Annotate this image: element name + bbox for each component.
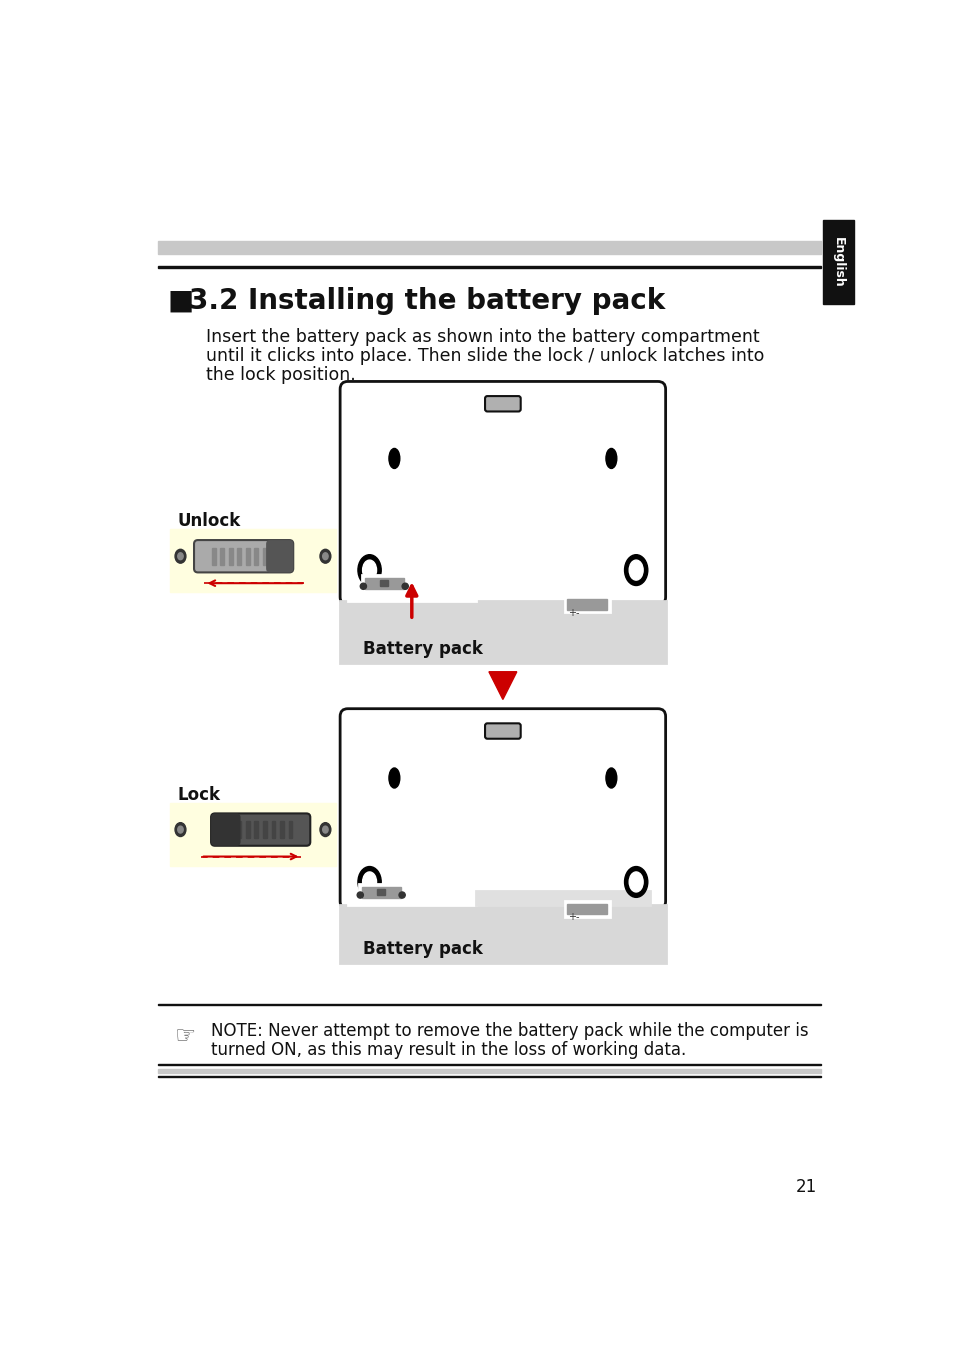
Ellipse shape [624,555,647,586]
Circle shape [402,583,408,590]
Ellipse shape [389,768,399,788]
Bar [229,548,233,564]
Bar [380,580,388,586]
FancyBboxPatch shape [211,814,310,845]
Ellipse shape [319,822,331,837]
Bar [564,902,609,917]
Ellipse shape [362,560,376,580]
Ellipse shape [174,549,186,563]
Ellipse shape [357,867,381,898]
Ellipse shape [357,555,381,586]
Ellipse shape [362,872,376,892]
FancyBboxPatch shape [211,814,240,845]
Text: +-: +- [567,913,578,922]
Bar [361,575,406,593]
Bar [263,821,267,838]
Text: ■: ■ [167,286,193,315]
Ellipse shape [319,549,331,563]
Text: Lock: Lock [177,786,220,803]
Bar [272,821,275,838]
Bar [340,904,665,963]
Ellipse shape [629,560,642,580]
Bar [272,548,275,564]
Bar [476,891,649,904]
Bar [358,884,403,902]
FancyBboxPatch shape [340,382,665,605]
Bar [567,599,607,610]
Bar [289,821,293,838]
Ellipse shape [605,448,617,468]
Ellipse shape [177,552,183,560]
Ellipse shape [322,826,328,833]
Circle shape [360,583,366,590]
Text: Battery pack: Battery pack [363,940,483,958]
Bar [170,803,335,865]
Bar [170,529,335,593]
Ellipse shape [177,826,183,833]
Text: 3.2 Installing the battery pack: 3.2 Installing the battery pack [189,286,664,315]
Bar [340,601,665,663]
Polygon shape [488,672,517,699]
Bar [348,880,476,905]
Bar [254,548,258,564]
Bar [822,220,853,305]
Bar [229,821,233,838]
Text: English: English [831,236,844,288]
Text: Battery pack: Battery pack [363,640,483,657]
Text: until it clicks into place. Then slide the lock / unlock latches into: until it clicks into place. Then slide t… [206,347,763,364]
Ellipse shape [629,872,642,892]
Ellipse shape [322,552,328,560]
Bar [365,578,403,590]
Ellipse shape [624,867,647,898]
Bar [263,548,267,564]
Bar [254,821,258,838]
Text: ☞: ☞ [174,1023,195,1048]
Bar [280,821,284,838]
Ellipse shape [605,768,617,788]
Bar [564,597,609,613]
FancyBboxPatch shape [266,540,293,572]
FancyBboxPatch shape [193,540,293,572]
FancyBboxPatch shape [484,396,520,412]
Bar [237,548,241,564]
Circle shape [398,892,405,898]
Bar [158,240,820,254]
Text: the lock position.: the lock position. [206,366,355,383]
Text: turned ON, as this may result in the loss of working data.: turned ON, as this may result in the los… [211,1041,685,1060]
Bar [246,821,250,838]
Text: NOTE: Never attempt to remove the battery pack while the computer is: NOTE: Never attempt to remove the batter… [211,1022,807,1040]
Ellipse shape [389,448,399,468]
Bar [567,903,607,914]
FancyBboxPatch shape [340,709,665,909]
Circle shape [168,1019,202,1053]
Bar [246,548,250,564]
Text: +-: +- [567,608,578,618]
Text: Insert the battery pack as shown into the battery compartment: Insert the battery pack as shown into th… [206,328,759,346]
Text: Unlock: Unlock [177,513,240,531]
Circle shape [356,892,363,898]
Text: 21: 21 [795,1179,816,1196]
Bar [158,1069,820,1073]
Bar [237,821,241,838]
FancyBboxPatch shape [484,724,520,738]
Bar [158,266,820,269]
Bar [220,548,224,564]
Bar [361,887,400,898]
Bar [348,571,476,601]
Bar [212,548,215,564]
Bar [377,888,385,895]
Ellipse shape [174,822,186,837]
